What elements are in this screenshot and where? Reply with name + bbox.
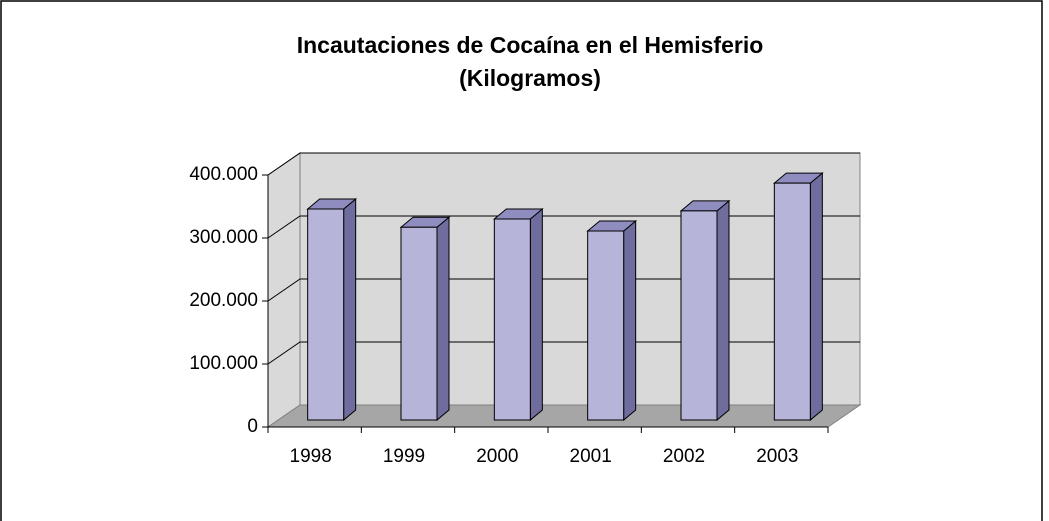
- bar-side: [343, 197, 357, 422]
- bar-front: [400, 226, 438, 421]
- bar: [586, 219, 638, 422]
- grid-line: [267, 215, 860, 239]
- x-tick-label: 2000: [476, 446, 518, 467]
- bar-side: [529, 207, 543, 422]
- x-tick-label: 2002: [663, 446, 705, 467]
- bar: [306, 197, 358, 422]
- grid-line: [267, 278, 860, 302]
- bar-side: [716, 199, 730, 422]
- bar-front: [587, 230, 625, 421]
- chart-title: Incautaciones de Cocaína en el Hemisferi…: [297, 32, 764, 58]
- x-tick-label: 2003: [756, 446, 798, 467]
- bar: [492, 207, 544, 422]
- chart-subtitle: (Kilogramos): [459, 65, 601, 91]
- bar-side: [436, 216, 450, 422]
- x-tick-label: 1999: [383, 446, 425, 467]
- bar: [772, 172, 824, 422]
- bar-side: [623, 219, 637, 422]
- floor: [266, 404, 862, 428]
- bar-front: [773, 182, 811, 421]
- bar-front: [680, 210, 718, 421]
- x-tick-label: 2001: [570, 446, 612, 467]
- y-tick-label: 200.000: [189, 290, 258, 311]
- y-tick-label: 100.000: [189, 353, 258, 374]
- bar: [399, 216, 451, 422]
- bar-front: [307, 208, 345, 421]
- grid-line: [267, 152, 860, 176]
- y-tick-label: 400.000: [189, 164, 258, 185]
- y-tick-label: 300.000: [189, 227, 258, 248]
- bar-side: [809, 172, 823, 422]
- y-tick-label: 0: [247, 416, 258, 437]
- grid-line: [267, 341, 860, 365]
- bar: [679, 199, 731, 422]
- x-tick-label: 1998: [290, 446, 332, 467]
- bar-front: [493, 218, 531, 421]
